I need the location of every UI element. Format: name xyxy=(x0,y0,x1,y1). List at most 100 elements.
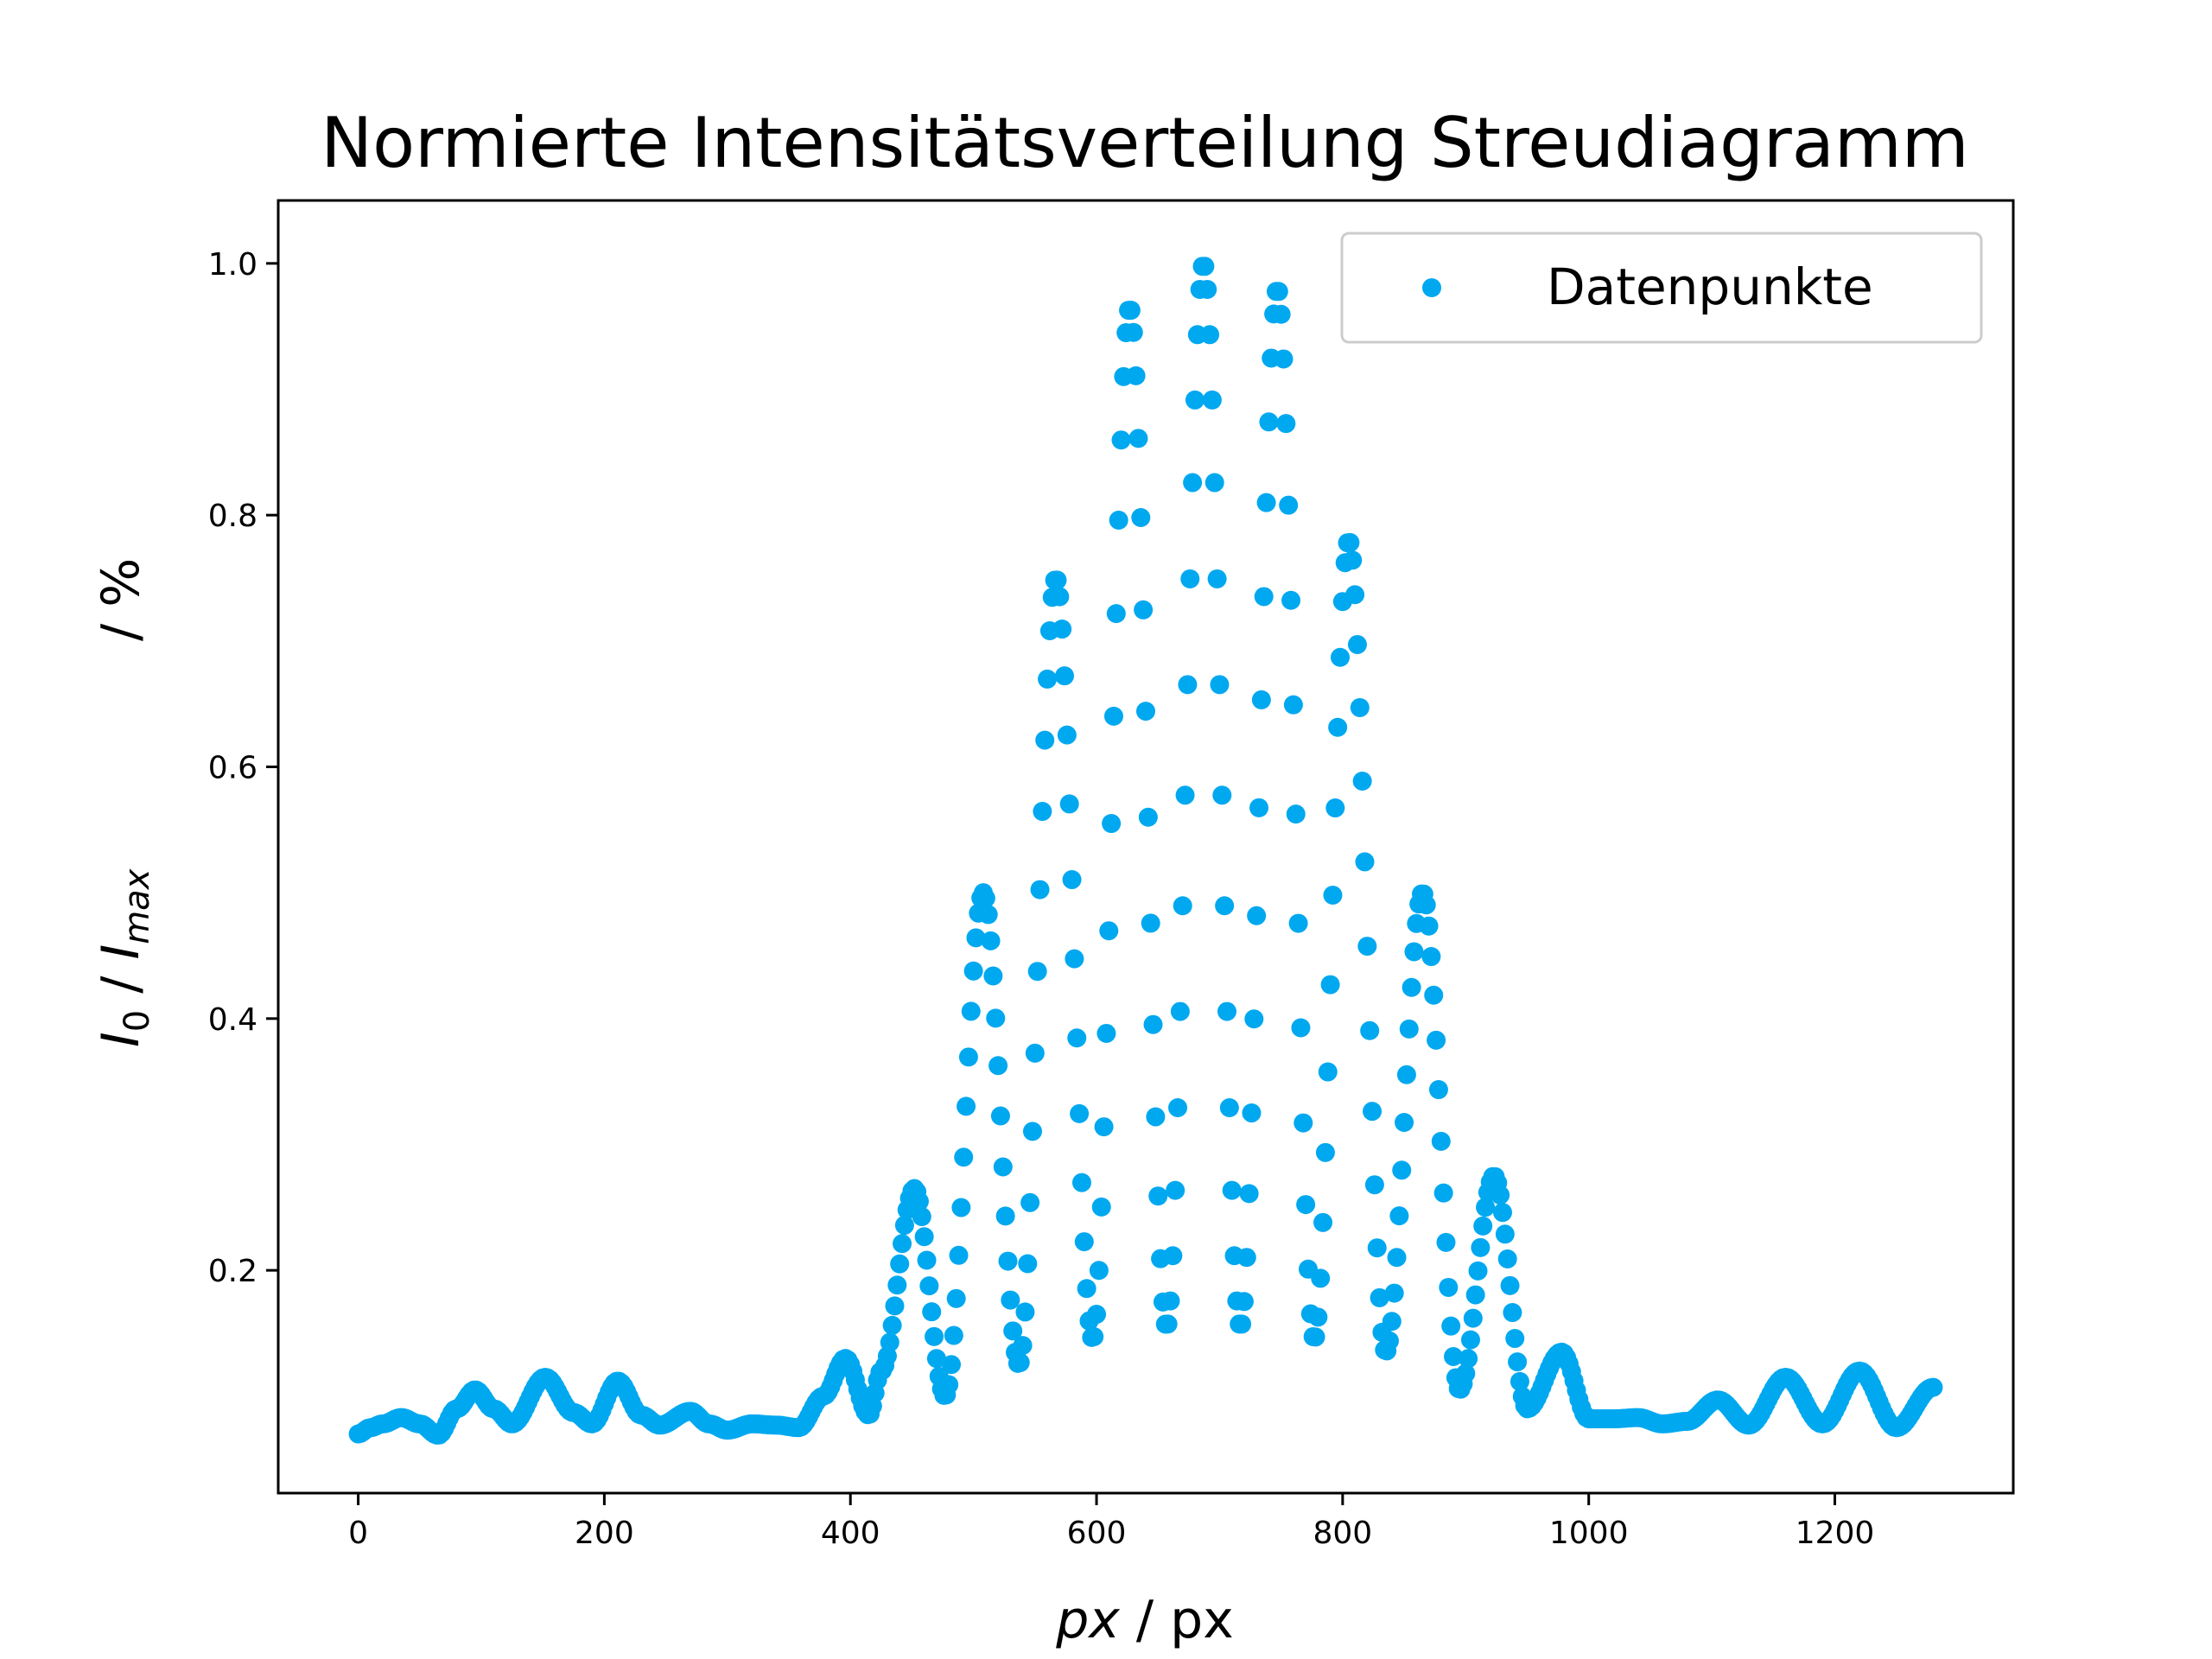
data-point xyxy=(1013,1336,1033,1356)
data-point xyxy=(1288,913,1308,933)
y-tick-label: 0.4 xyxy=(208,1002,257,1038)
data-point xyxy=(1363,1102,1382,1122)
data-point xyxy=(1160,1291,1180,1311)
data-point xyxy=(1256,493,1276,512)
data-point xyxy=(983,966,1003,986)
data-point xyxy=(1236,1248,1256,1268)
data-point xyxy=(1424,985,1444,1005)
legend-label: Datenpunkte xyxy=(1547,257,1873,316)
data-point xyxy=(1427,1030,1446,1050)
data-point xyxy=(1057,725,1077,745)
data-point xyxy=(1158,1314,1178,1334)
data-point xyxy=(1089,1261,1109,1281)
data-point xyxy=(1239,1184,1259,1204)
data-point xyxy=(1308,1307,1328,1327)
y-axis-label-ratio: I0 / Imax xyxy=(91,868,157,1047)
chart-title: Normierte Intensitätsverteilung Streudia… xyxy=(321,103,1968,183)
data-point xyxy=(1276,414,1296,434)
data-point xyxy=(1355,852,1375,872)
data-point xyxy=(1306,1327,1325,1347)
data-point xyxy=(1254,587,1274,607)
data-point xyxy=(1141,913,1160,933)
data-point xyxy=(1444,1347,1464,1367)
data-point xyxy=(1094,1117,1114,1137)
data-point xyxy=(978,905,998,925)
data-point xyxy=(1460,1330,1480,1350)
data-point xyxy=(1505,1329,1525,1349)
data-point xyxy=(1459,1349,1478,1369)
data-point xyxy=(1500,1275,1520,1295)
data-point xyxy=(1364,1175,1384,1195)
data-point xyxy=(1471,1237,1491,1257)
data-point xyxy=(1431,1131,1451,1151)
data-point xyxy=(1070,1103,1090,1123)
data-point xyxy=(1340,532,1360,552)
data-point xyxy=(990,1106,1010,1126)
data-point xyxy=(958,1047,978,1067)
data-point xyxy=(1025,1043,1045,1063)
data-point xyxy=(1510,1371,1529,1391)
x-tick-label: 1000 xyxy=(1549,1516,1629,1551)
data-point xyxy=(1320,975,1340,995)
data-point xyxy=(1062,870,1082,890)
data-point xyxy=(1331,647,1351,667)
data-point xyxy=(1180,569,1200,588)
data-point xyxy=(1185,390,1205,410)
data-point xyxy=(1111,430,1131,450)
data-point xyxy=(887,1275,907,1295)
x-tick-label: 1200 xyxy=(1796,1516,1875,1551)
data-point xyxy=(1109,511,1128,531)
data-point xyxy=(1247,906,1267,925)
data-point xyxy=(914,1227,934,1247)
y-axis-label-imax-sub: max xyxy=(118,868,157,944)
y-axis-label-sep: / xyxy=(91,959,151,1009)
data-point xyxy=(946,1288,966,1308)
data-point xyxy=(1357,937,1377,957)
y-tick-label: 1.0 xyxy=(208,247,257,283)
data-point xyxy=(1259,412,1279,432)
data-point xyxy=(1033,802,1052,822)
data-point xyxy=(1212,785,1232,805)
data-point xyxy=(1274,349,1294,369)
data-point xyxy=(1148,1186,1168,1206)
x-tick-label: 0 xyxy=(348,1516,368,1551)
data-point xyxy=(1055,666,1075,686)
data-point xyxy=(1170,1001,1190,1021)
data-point xyxy=(1215,896,1235,916)
legend-marker xyxy=(1422,278,1441,297)
data-point xyxy=(1136,702,1155,721)
data-point xyxy=(1428,1080,1448,1100)
data-point xyxy=(922,1302,942,1322)
data-point xyxy=(1200,325,1220,345)
data-point xyxy=(988,1056,1008,1076)
data-point xyxy=(1491,1185,1510,1205)
x-axis-label: px / px xyxy=(1055,1590,1234,1650)
x-tick-label: 200 xyxy=(575,1516,634,1551)
data-point xyxy=(1131,508,1151,527)
data-point xyxy=(1495,1224,1515,1244)
data-point xyxy=(1456,1363,1476,1383)
data-point xyxy=(941,1355,961,1375)
data-point xyxy=(1123,322,1143,342)
data-point xyxy=(1126,365,1146,385)
y-axis-label: I0 / Imax / % xyxy=(91,558,157,1047)
data-point xyxy=(890,1254,910,1274)
data-point xyxy=(1207,569,1227,588)
data-point xyxy=(1379,1331,1399,1351)
legend: Datenpunkte xyxy=(1340,232,1983,344)
data-point xyxy=(1001,1290,1020,1310)
data-point xyxy=(1352,772,1372,791)
data-point xyxy=(1286,804,1306,824)
data-point xyxy=(894,1216,914,1236)
data-point xyxy=(1071,1173,1091,1192)
data-point xyxy=(1195,257,1215,276)
data-point xyxy=(986,1008,1006,1028)
data-point xyxy=(963,961,983,981)
data-point xyxy=(1416,895,1436,915)
x-tick-label: 800 xyxy=(1313,1516,1372,1551)
data-point xyxy=(1198,279,1217,299)
data-point xyxy=(1433,1183,1453,1203)
data-point xyxy=(1178,675,1198,695)
y-axis-label-unit: / % xyxy=(91,558,151,641)
y-tick-label: 0.2 xyxy=(208,1254,257,1289)
